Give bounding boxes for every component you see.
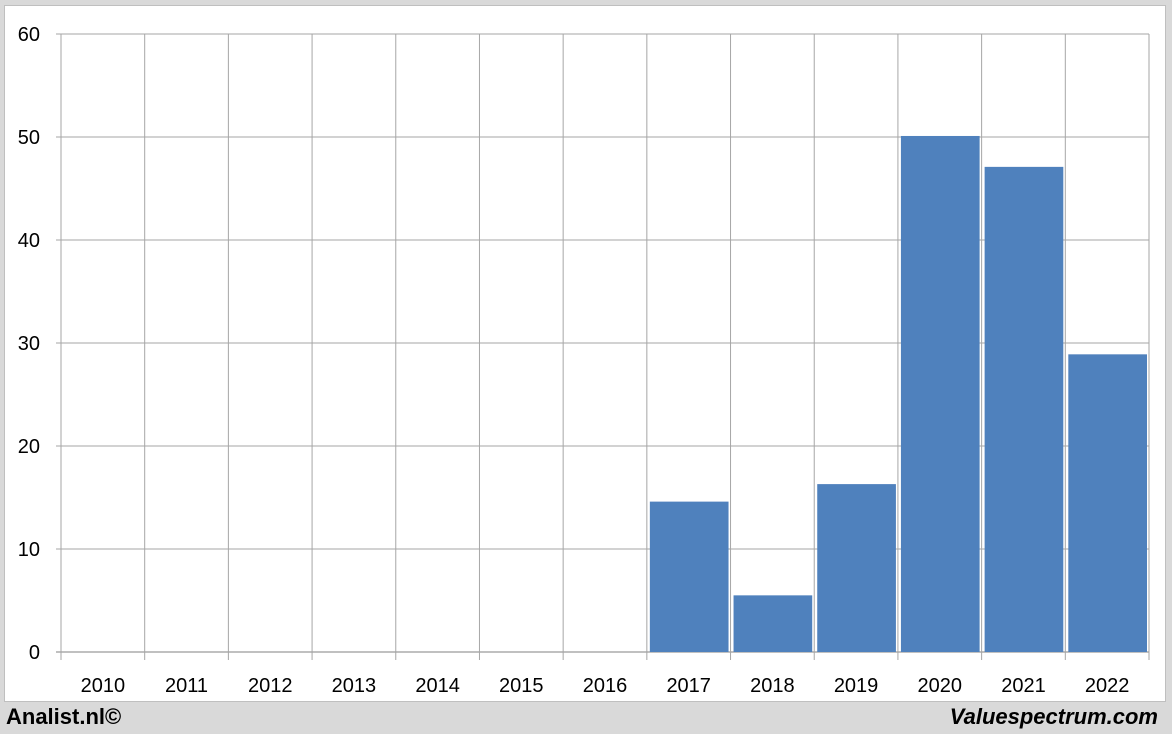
watermark-label: Valuespectrum.com: [949, 704, 1158, 729]
y-tick-label: 60: [18, 24, 40, 46]
bars: [649, 135, 1147, 653]
x-tick-label: 2015: [499, 675, 544, 697]
x-tick-label: 2010: [81, 675, 126, 697]
x-tick-label: 2021: [1001, 675, 1046, 697]
y-tick-label: 10: [18, 539, 40, 561]
bar: [984, 166, 1064, 652]
x-tick-label: 2011: [165, 675, 208, 697]
x-axis-ticks: 2010 2011 2012 2013 2014 2015 2016 2017 2018 2019…: [81, 675, 1130, 697]
bar: [649, 501, 729, 652]
bar: [1068, 354, 1147, 652]
y-tick-label: 20: [18, 436, 40, 458]
x-tick-label: 2012: [248, 675, 293, 697]
bar: [900, 135, 980, 653]
y-tick-label: 50: [18, 127, 40, 149]
y-axis-ticks: 0 10 20 30 40 50 60: [18, 24, 40, 664]
x-tick-label: 2022: [1085, 675, 1130, 697]
x-tick-label: 2014: [415, 675, 460, 697]
x-tick-label: 2017: [666, 675, 711, 697]
bar: [733, 595, 813, 652]
x-tick-label: 2020: [918, 675, 963, 697]
x-tick-label: 2016: [583, 675, 628, 697]
y-tick-label: 40: [18, 230, 40, 252]
x-tick-label: 2013: [332, 675, 377, 697]
y-tick-label: 30: [18, 333, 40, 355]
x-tick-label: 2018: [750, 675, 795, 697]
bar: [817, 484, 896, 652]
source-label: Analist.nl©: [6, 704, 122, 729]
y-tick-label: 0: [29, 642, 40, 664]
x-tick-label: 2019: [834, 675, 879, 697]
